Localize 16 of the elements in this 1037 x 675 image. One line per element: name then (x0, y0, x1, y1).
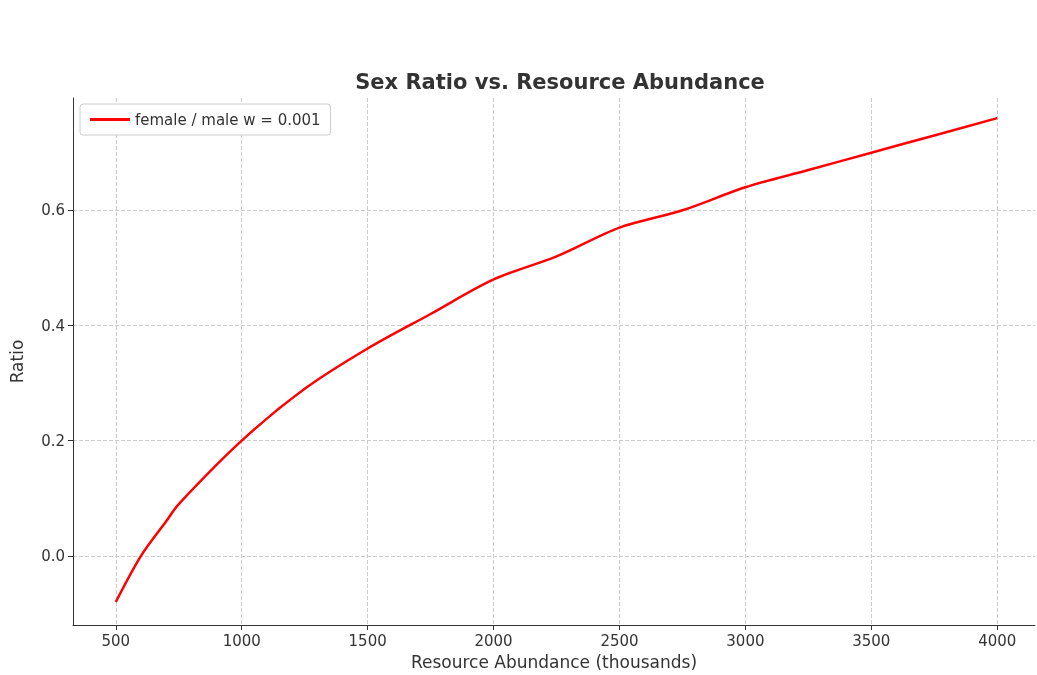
x-tick-label: 2500 (600, 631, 639, 650)
y-tick-label: 0.6 (41, 201, 65, 220)
y-tick-label: 0.2 (41, 431, 65, 450)
legend-label: female / male w = 0.001 (135, 110, 321, 129)
chart-title: Sex Ratio vs. Resource Abundance (355, 69, 765, 94)
x-tick-label: 4000 (978, 631, 1017, 650)
x-tick-label: 3000 (726, 631, 765, 650)
x-tick-label: 3500 (852, 631, 891, 650)
x-tick-label: 1500 (348, 631, 387, 650)
y-tick-label: 0.4 (41, 316, 65, 335)
x-axis-title: Resource Abundance (thousands) (410, 651, 698, 672)
y-axis-title: Ratio (6, 339, 27, 384)
x-tick-label: 2000 (474, 631, 513, 650)
x-tick-label: 500 (101, 631, 131, 650)
y-tick-label: 0.0 (41, 546, 65, 565)
x-tick-label: 1000 (222, 631, 261, 650)
